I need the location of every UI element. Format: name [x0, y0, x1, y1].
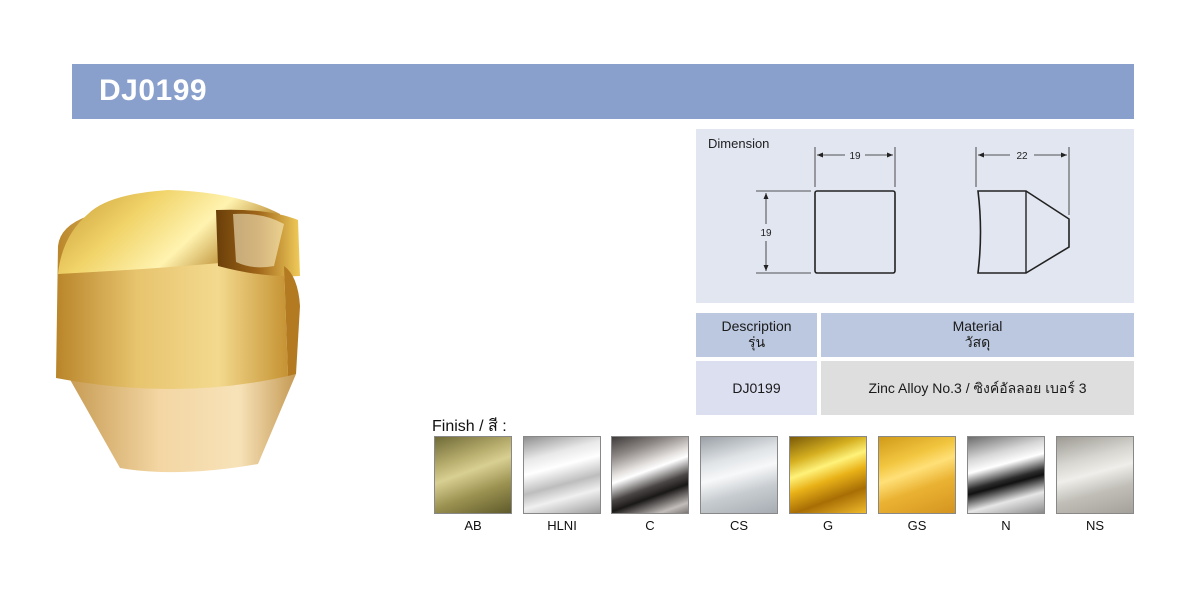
dimension-panel: Dimension 19 19 22	[696, 129, 1134, 303]
material-header-cell: Material วัสดุ	[821, 313, 1134, 357]
swatch-code: HLNI	[547, 518, 577, 533]
dimension-title: Dimension	[708, 136, 770, 151]
description-header: Description	[721, 318, 792, 334]
swatch-code: CS	[729, 518, 749, 533]
description-header-cell: Description รุ่น	[696, 313, 817, 357]
front-view-outline	[814, 190, 896, 274]
front-width-label: 19	[849, 151, 861, 162]
material-header: Material	[952, 318, 1003, 334]
title-banner: DJ0199	[72, 64, 1134, 119]
finish-label: Finish / สี :	[432, 418, 507, 435]
swatch-code: NS	[1085, 518, 1105, 533]
swatch-ns	[1056, 436, 1134, 514]
description-header-th: รุ่น	[747, 334, 766, 350]
swatch-c	[611, 436, 689, 514]
model-title: DJ0199	[99, 74, 208, 107]
swatch-n	[967, 436, 1045, 514]
material-value: Zinc Alloy No.3 / ซิงค์อัลลอย เบอร์ 3	[821, 361, 1134, 415]
swatch-code: AB	[464, 518, 482, 533]
dimension-drawing: 19 19 22	[756, 147, 1070, 274]
material-header-th: วัสดุ	[964, 334, 991, 350]
swatch-cs	[700, 436, 778, 514]
swatch-code: C	[645, 518, 655, 533]
swatch-ab	[434, 436, 512, 514]
swatch-gs	[878, 436, 956, 514]
swatch-hlni	[523, 436, 601, 514]
product-image	[56, 190, 300, 473]
description-value: DJ0199	[696, 361, 817, 415]
swatch-code: GS	[907, 518, 927, 533]
side-depth-label: 22	[1016, 151, 1028, 162]
side-view-outline	[977, 190, 1070, 274]
swatch-code: G	[822, 518, 834, 533]
swatch-g	[789, 436, 867, 514]
front-height-label: 19	[760, 228, 772, 239]
swatch-code: N	[1001, 518, 1011, 533]
